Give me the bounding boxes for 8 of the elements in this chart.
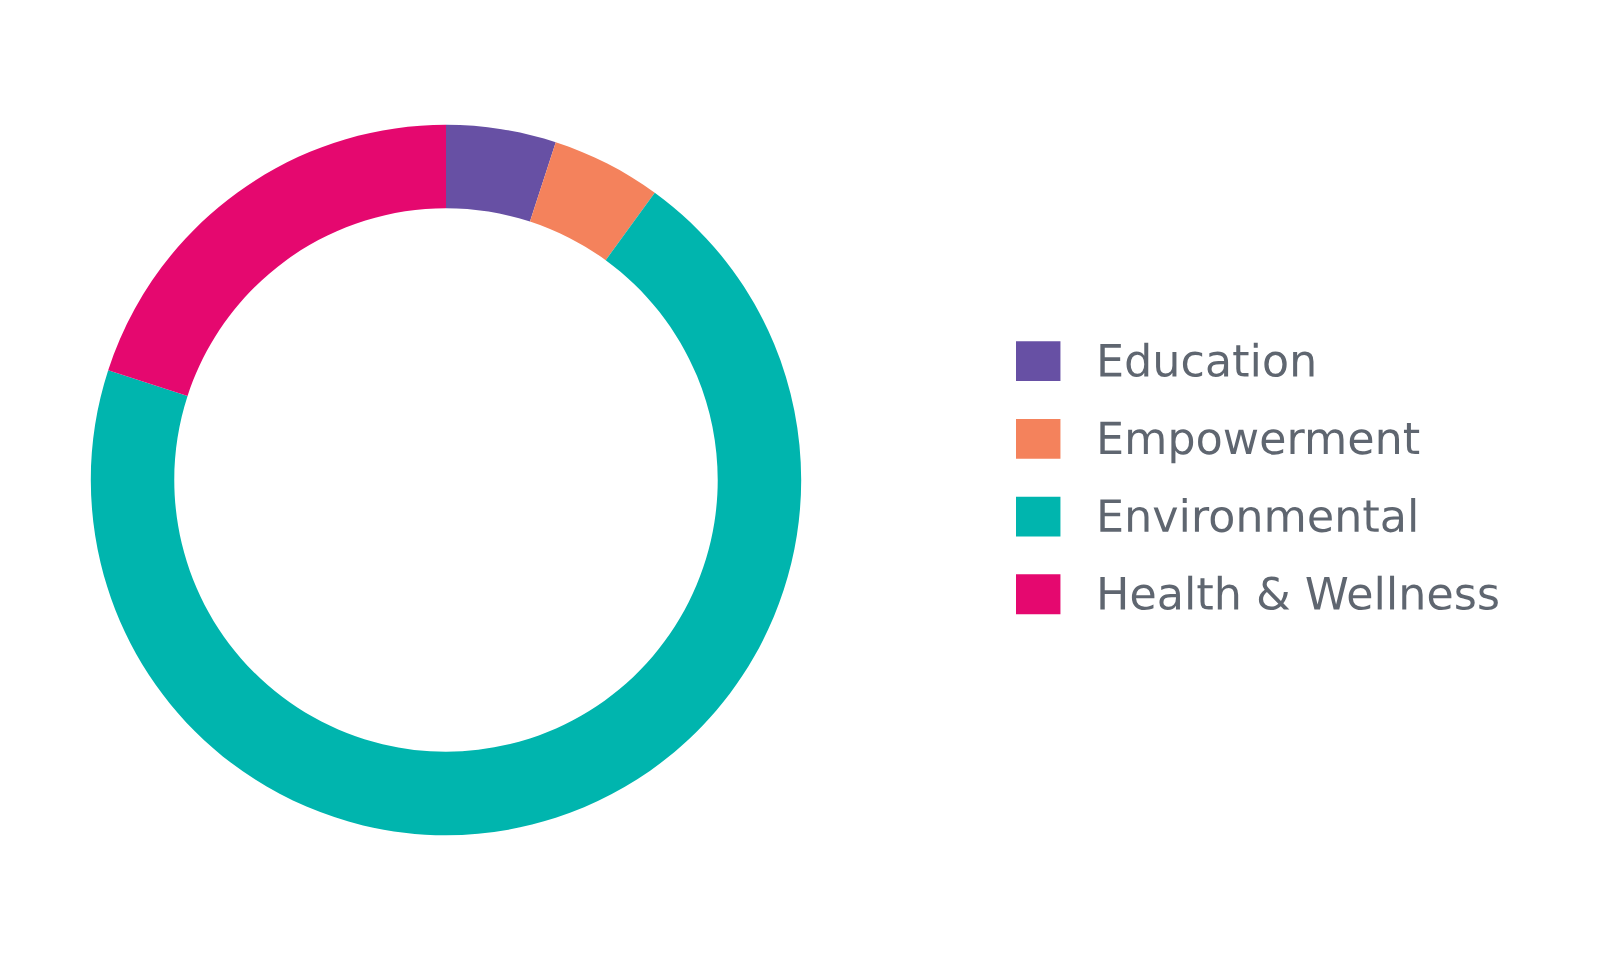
legend-label: Empowerment bbox=[1100, 421, 1420, 464]
legend-label: Health & Wellness bbox=[1100, 575, 1498, 611]
donut-slice bbox=[108, 124, 446, 397]
legend-label: Education bbox=[1100, 342, 1314, 378]
legend-label: Environmental bbox=[1100, 498, 1416, 533]
donut-slice bbox=[90, 192, 802, 836]
donut-slice bbox=[446, 124, 556, 222]
donut-slice bbox=[529, 142, 655, 261]
